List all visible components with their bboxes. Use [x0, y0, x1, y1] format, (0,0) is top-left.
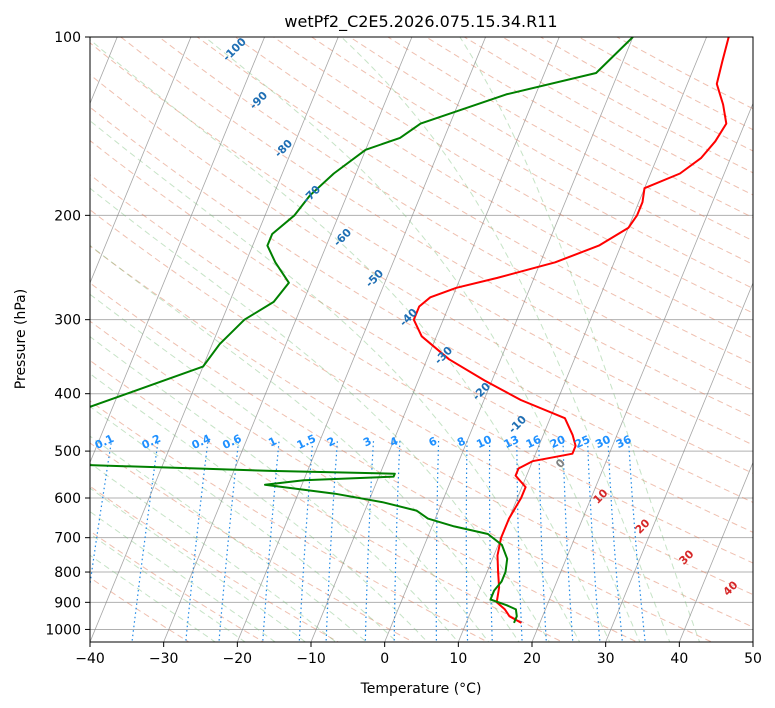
mixing-ratio-line [465, 440, 469, 642]
isotherm-line [457, 37, 708, 642]
dewpoint-profile [90, 37, 634, 624]
dry-adiabat-line [90, 442, 414, 642]
dry-adiabat-line [90, 485, 340, 642]
mixing-ratio-line [587, 440, 601, 642]
moist-adiabat-line [90, 533, 246, 642]
y-tick-label: 300 [54, 313, 81, 329]
axes: −40 −30 −20 −10 0 10 20 30 40 50 100 200 300 400 500 60… [45, 30, 762, 667]
mixing-ratio-label: 25 [573, 433, 592, 451]
x-tick-label: −20 [223, 651, 253, 667]
mixing-ratio-line [393, 440, 401, 642]
y-tick-label: 700 [54, 531, 81, 547]
plot-background [90, 37, 753, 642]
dry-adiabat-line [234, 37, 753, 339]
y-tick-label: 500 [54, 444, 81, 460]
isotherm-line [163, 37, 413, 642]
moist-adiabat-line [90, 462, 337, 642]
y-tick-label: 600 [54, 491, 81, 507]
isotherm-line [531, 102, 753, 642]
y-tick-label: 1000 [45, 622, 81, 638]
x-tick-label: 10 [449, 651, 467, 667]
dry-adiabat-line [90, 245, 753, 628]
dry-adiabat-line [90, 320, 639, 642]
plot-frame [89, 36, 754, 643]
mixing-ratio-label: 20 [548, 433, 568, 451]
dry-adiabat-line [90, 530, 265, 642]
moist-adiabat-line [90, 336, 459, 642]
dry-adiabat-line [196, 37, 753, 365]
y-axis-title: Pressure (hPa) [13, 289, 29, 389]
dry-adiabat-line [90, 282, 713, 642]
mixing-ratio-label: 16 [524, 433, 544, 451]
mixing-ratio-line [435, 440, 440, 642]
mixing-ratio-label: 13 [502, 433, 521, 451]
y-tick-label: 100 [54, 30, 81, 46]
mixing-ratio-line [538, 440, 547, 642]
dry-adiabat-line [90, 106, 753, 503]
dry-adiabat-line [90, 400, 489, 642]
chart-title: wetPf2_C2E5.2026.075.15.34.R11 [284, 12, 557, 32]
x-tick-label: −30 [149, 651, 179, 667]
y-tick-label: 400 [54, 387, 81, 403]
moist-adiabat-line [90, 120, 581, 642]
mixing-ratio-line [364, 440, 375, 642]
moist-adiabat-line [459, 37, 701, 642]
moist-adiabat-line [90, 554, 217, 642]
mixing-ratio-label: 36 [614, 433, 634, 451]
mixing-ratio-label: 10 [474, 433, 494, 451]
pressure-grid [90, 37, 753, 630]
isotherm-line [90, 37, 339, 642]
moist-adiabat-line [340, 37, 671, 642]
x-tick-label: 20 [523, 651, 541, 667]
dry-adiabat-line [90, 577, 190, 642]
plot-area [90, 37, 753, 642]
isotherm-line [384, 37, 634, 642]
y-tick-label: 800 [54, 565, 81, 581]
moist-adiabat-line [90, 435, 368, 642]
mixing-ratio-label: 30 [593, 433, 613, 451]
x-tick-label: −40 [75, 651, 105, 667]
moist-adiabat-line [90, 39, 611, 642]
mixing-ratio-line [325, 440, 338, 642]
sounding-profiles [90, 37, 730, 624]
moist-adiabat-line [204, 37, 641, 642]
mixing-ratio-line [131, 440, 159, 642]
dry-adiabats [90, 37, 753, 642]
x-tick-label: 0 [380, 651, 389, 667]
y-tick-label: 900 [54, 595, 81, 611]
x-tick-label: 40 [670, 651, 688, 667]
isotherm-line [90, 37, 192, 284]
x-tick-label: 50 [744, 651, 762, 667]
isotherm-line [605, 281, 753, 642]
skewed-isotherms [90, 37, 753, 642]
moist-adiabat-line [90, 405, 398, 642]
moist-adiabat-line [90, 487, 307, 642]
isotherm-line [236, 37, 487, 642]
x-tick-label: −10 [296, 651, 326, 667]
mixing-ratio-line [90, 440, 113, 588]
moist-adiabat-line [90, 293, 490, 642]
mixing-ratio-line [607, 440, 623, 642]
isotherm-line [90, 37, 266, 464]
moist-adiabat-line [90, 187, 550, 642]
dry-adiabat-line [310, 37, 753, 289]
dry-adiabat-line [90, 359, 564, 642]
mixing-ratio-line [488, 440, 493, 642]
x-axis-title: Temperature (°C) [360, 681, 482, 697]
isotherm-line [310, 37, 560, 642]
mixing-ratio-line [516, 440, 523, 642]
y-tick-label: 200 [54, 208, 81, 224]
mixing-ratio-line [628, 440, 646, 642]
dry-adiabat-line [90, 42, 753, 446]
x-tick-label: 30 [597, 651, 615, 667]
isotherm-line [678, 461, 753, 642]
mixing-ratio-line [218, 440, 240, 642]
